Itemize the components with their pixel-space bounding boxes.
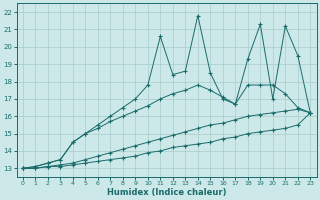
X-axis label: Humidex (Indice chaleur): Humidex (Indice chaleur) <box>107 188 226 197</box>
